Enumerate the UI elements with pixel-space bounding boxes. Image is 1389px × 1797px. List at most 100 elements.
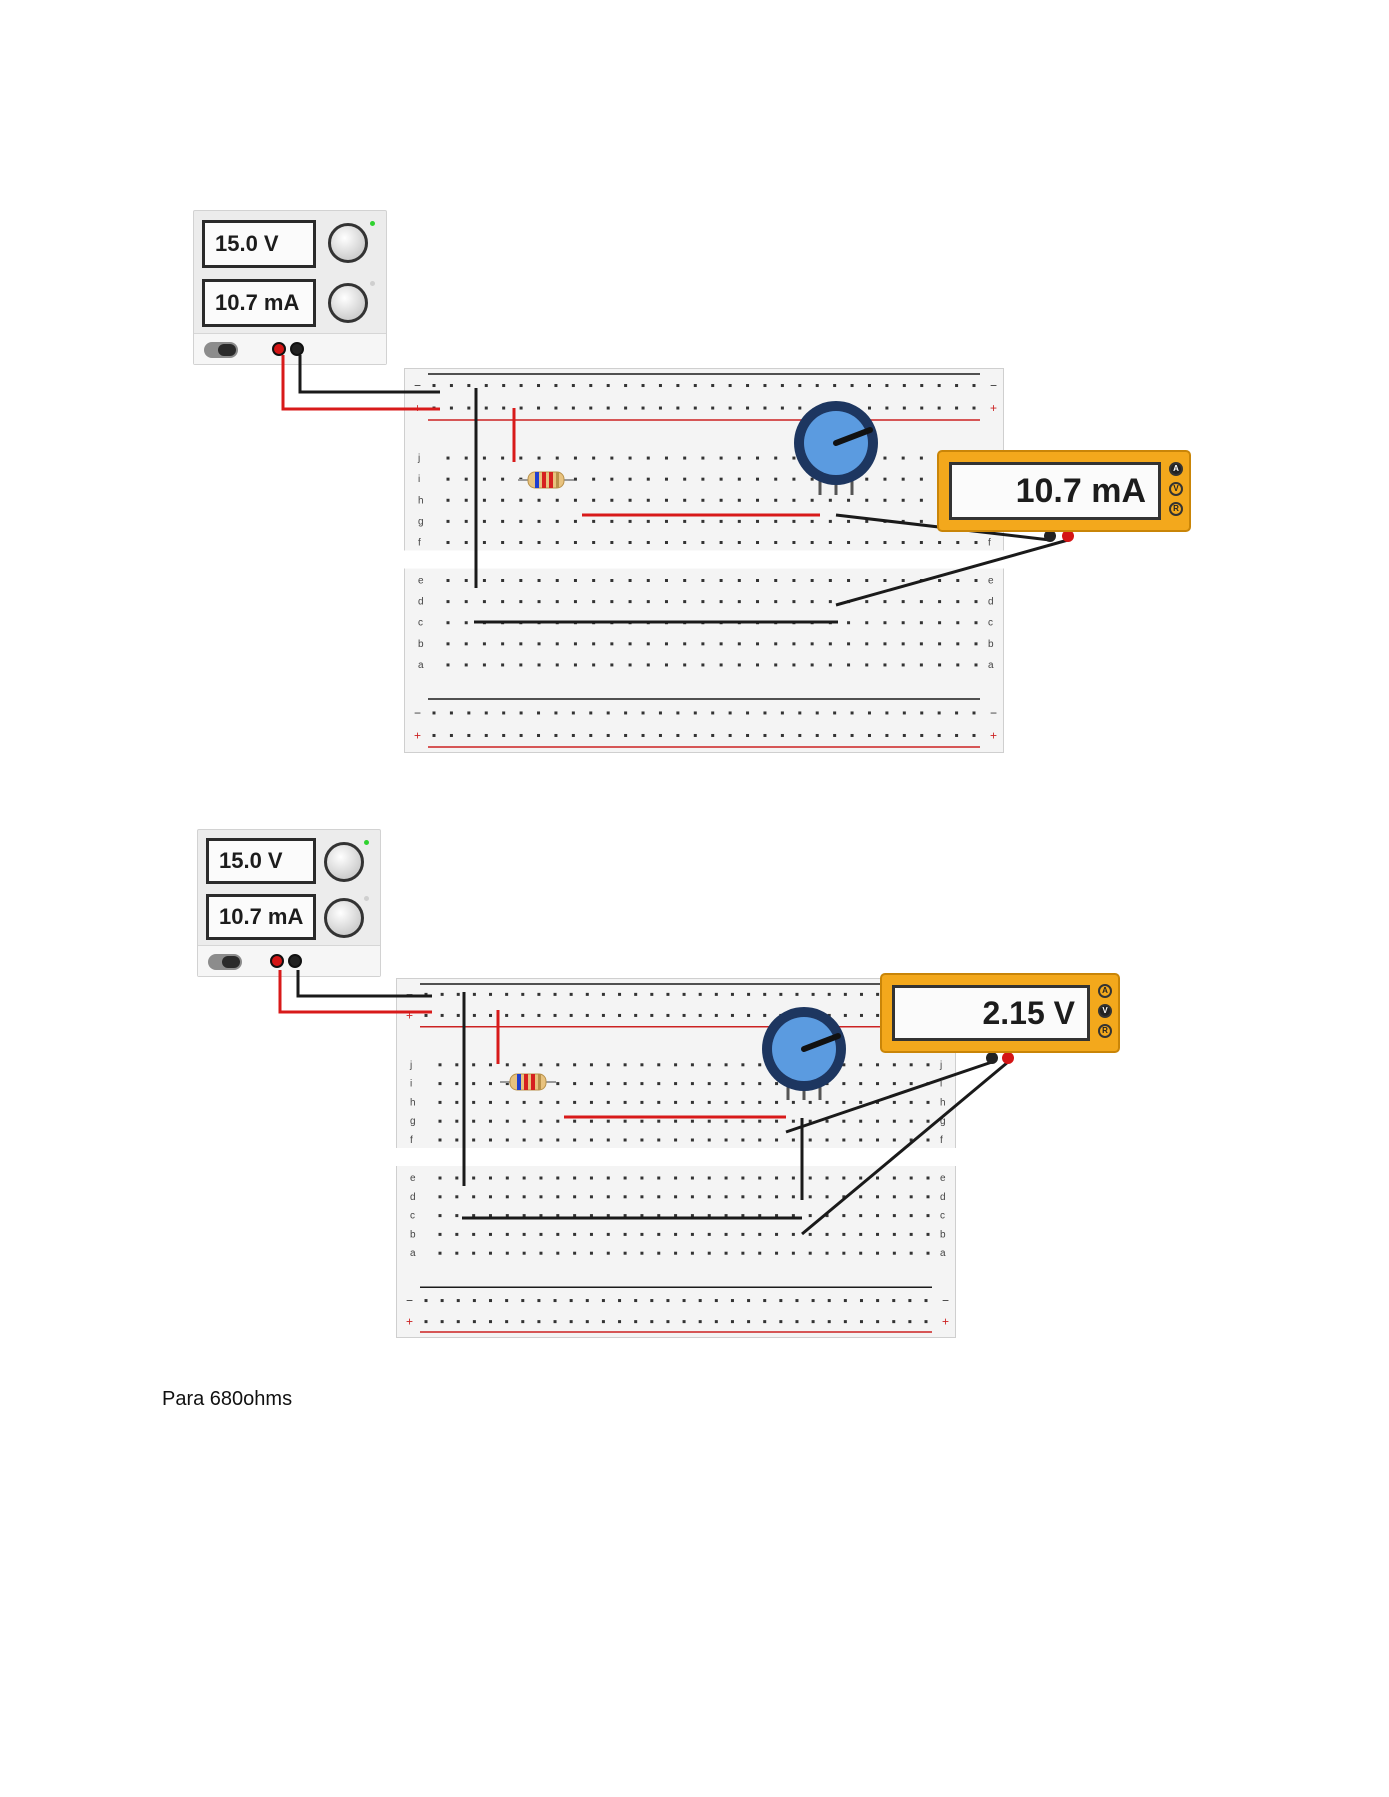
breadboard-hole[interactable] [664,519,668,523]
breadboard-hole[interactable] [808,1100,812,1104]
rail-hole[interactable] [569,992,573,996]
breadboard-hole[interactable] [842,1195,846,1199]
rail-hole[interactable] [456,992,460,996]
rail-hole[interactable] [714,1320,718,1324]
rail-hole[interactable] [763,406,767,410]
rail-hole[interactable] [763,1320,767,1324]
rail-hole[interactable] [711,711,715,715]
breadboard-hole[interactable] [865,456,869,460]
breadboard-hole[interactable] [865,600,869,604]
rail-hole[interactable] [618,1320,622,1324]
breadboard-hole[interactable] [640,1176,644,1180]
rail-hole[interactable] [747,1320,751,1324]
breadboard-hole[interactable] [573,519,577,523]
breadboard-hole[interactable] [482,498,486,502]
rail-hole[interactable] [519,384,523,388]
breadboard-hole[interactable] [592,663,596,667]
breadboard-hole[interactable] [737,579,741,582]
rail-hole[interactable] [780,406,784,410]
breadboard-hole[interactable] [901,541,905,544]
rail-hole[interactable] [658,406,662,410]
breadboard-hole[interactable] [522,1195,526,1199]
breadboard-hole[interactable] [791,1138,795,1142]
breadboard-hole[interactable] [472,1214,476,1218]
rail-hole[interactable] [876,992,880,996]
breadboard-hole[interactable] [926,1100,930,1104]
breadboard-hole[interactable] [737,642,741,646]
breadboard-hole[interactable] [589,1251,593,1255]
rail-hole[interactable] [955,384,959,388]
rail-hole[interactable] [502,384,506,388]
breadboard-hole[interactable] [539,1138,543,1142]
breadboard-hole[interactable] [690,1232,694,1236]
breadboard-hole[interactable] [519,498,523,502]
rail-hole[interactable] [624,406,628,410]
breadboard-hole[interactable] [892,1195,896,1199]
breadboard-hole[interactable] [674,1119,678,1123]
breadboard-hole[interactable] [883,621,887,625]
breadboard-hole[interactable] [847,579,851,582]
breadboard-hole[interactable] [589,1100,593,1104]
breadboard-hole[interactable] [883,456,887,460]
breadboard-hole[interactable] [719,519,723,523]
breadboard-hole[interactable] [724,1214,728,1218]
rail-hole[interactable] [902,406,906,410]
breadboard-hole[interactable] [825,1214,829,1218]
breadboard-hole[interactable] [842,1100,846,1104]
rail-hole[interactable] [682,1299,686,1303]
rail-hole[interactable] [456,1320,460,1324]
breadboard-hole[interactable] [758,1251,762,1255]
rail-hole[interactable] [885,406,889,410]
breadboard-hole[interactable] [556,1251,560,1255]
breadboard-hole[interactable] [683,663,687,667]
breadboard-hole[interactable] [758,1195,762,1199]
rail-hole[interactable] [505,1299,509,1303]
rail-hole[interactable] [650,1320,654,1324]
breadboard-hole[interactable] [501,663,505,667]
rail-hole[interactable] [521,992,525,996]
rail-hole[interactable] [519,733,523,737]
rail-hole[interactable] [554,733,558,737]
rail-hole[interactable] [585,992,589,996]
breadboard-hole[interactable] [628,519,632,523]
breadboard-hole[interactable] [683,477,687,481]
rail-hole[interactable] [601,1013,605,1017]
breadboard-hole[interactable] [657,1232,661,1236]
breadboard-hole[interactable] [701,456,705,460]
breadboard-hole[interactable] [847,663,851,667]
breadboard-hole[interactable] [519,600,523,604]
breadboard-hole[interactable] [537,600,541,604]
breadboard-hole[interactable] [842,1138,846,1142]
breadboard-hole[interactable] [472,1176,476,1180]
breadboard-hole[interactable] [683,600,687,604]
breadboard-hole[interactable] [883,642,887,646]
breadboard-hole[interactable] [774,621,778,625]
breadboard-hole[interactable] [555,621,559,625]
breadboard-hole[interactable] [756,519,760,523]
breadboard-hole[interactable] [791,1176,795,1180]
breadboard-hole[interactable] [865,477,869,481]
breadboard-hole[interactable] [573,456,577,460]
breadboard-hole[interactable] [810,498,814,502]
breadboard-hole[interactable] [719,663,723,667]
breadboard-hole[interactable] [775,1176,779,1180]
breadboard-hole[interactable] [828,642,832,646]
breadboard-hole[interactable] [628,663,632,667]
breadboard-hole[interactable] [455,1195,459,1199]
breadboard-hole[interactable] [488,1063,492,1067]
rail-hole[interactable] [666,1013,670,1017]
breadboard-hole[interactable] [865,579,869,582]
breadboard-hole[interactable] [623,1232,627,1236]
breadboard-hole[interactable] [664,600,668,604]
breadboard-hole[interactable] [690,1119,694,1123]
breadboard-hole[interactable] [556,1063,560,1067]
rail-hole[interactable] [924,1320,928,1324]
breadboard-hole[interactable] [646,642,650,646]
breadboard-hole[interactable] [808,1214,812,1218]
breadboard-hole[interactable] [938,621,942,625]
rail-hole[interactable] [676,733,680,737]
breadboard-hole[interactable] [741,1082,745,1086]
rail-hole[interactable] [859,1299,863,1303]
breadboard-hole[interactable] [741,1138,745,1142]
rail-hole[interactable] [553,1299,557,1303]
